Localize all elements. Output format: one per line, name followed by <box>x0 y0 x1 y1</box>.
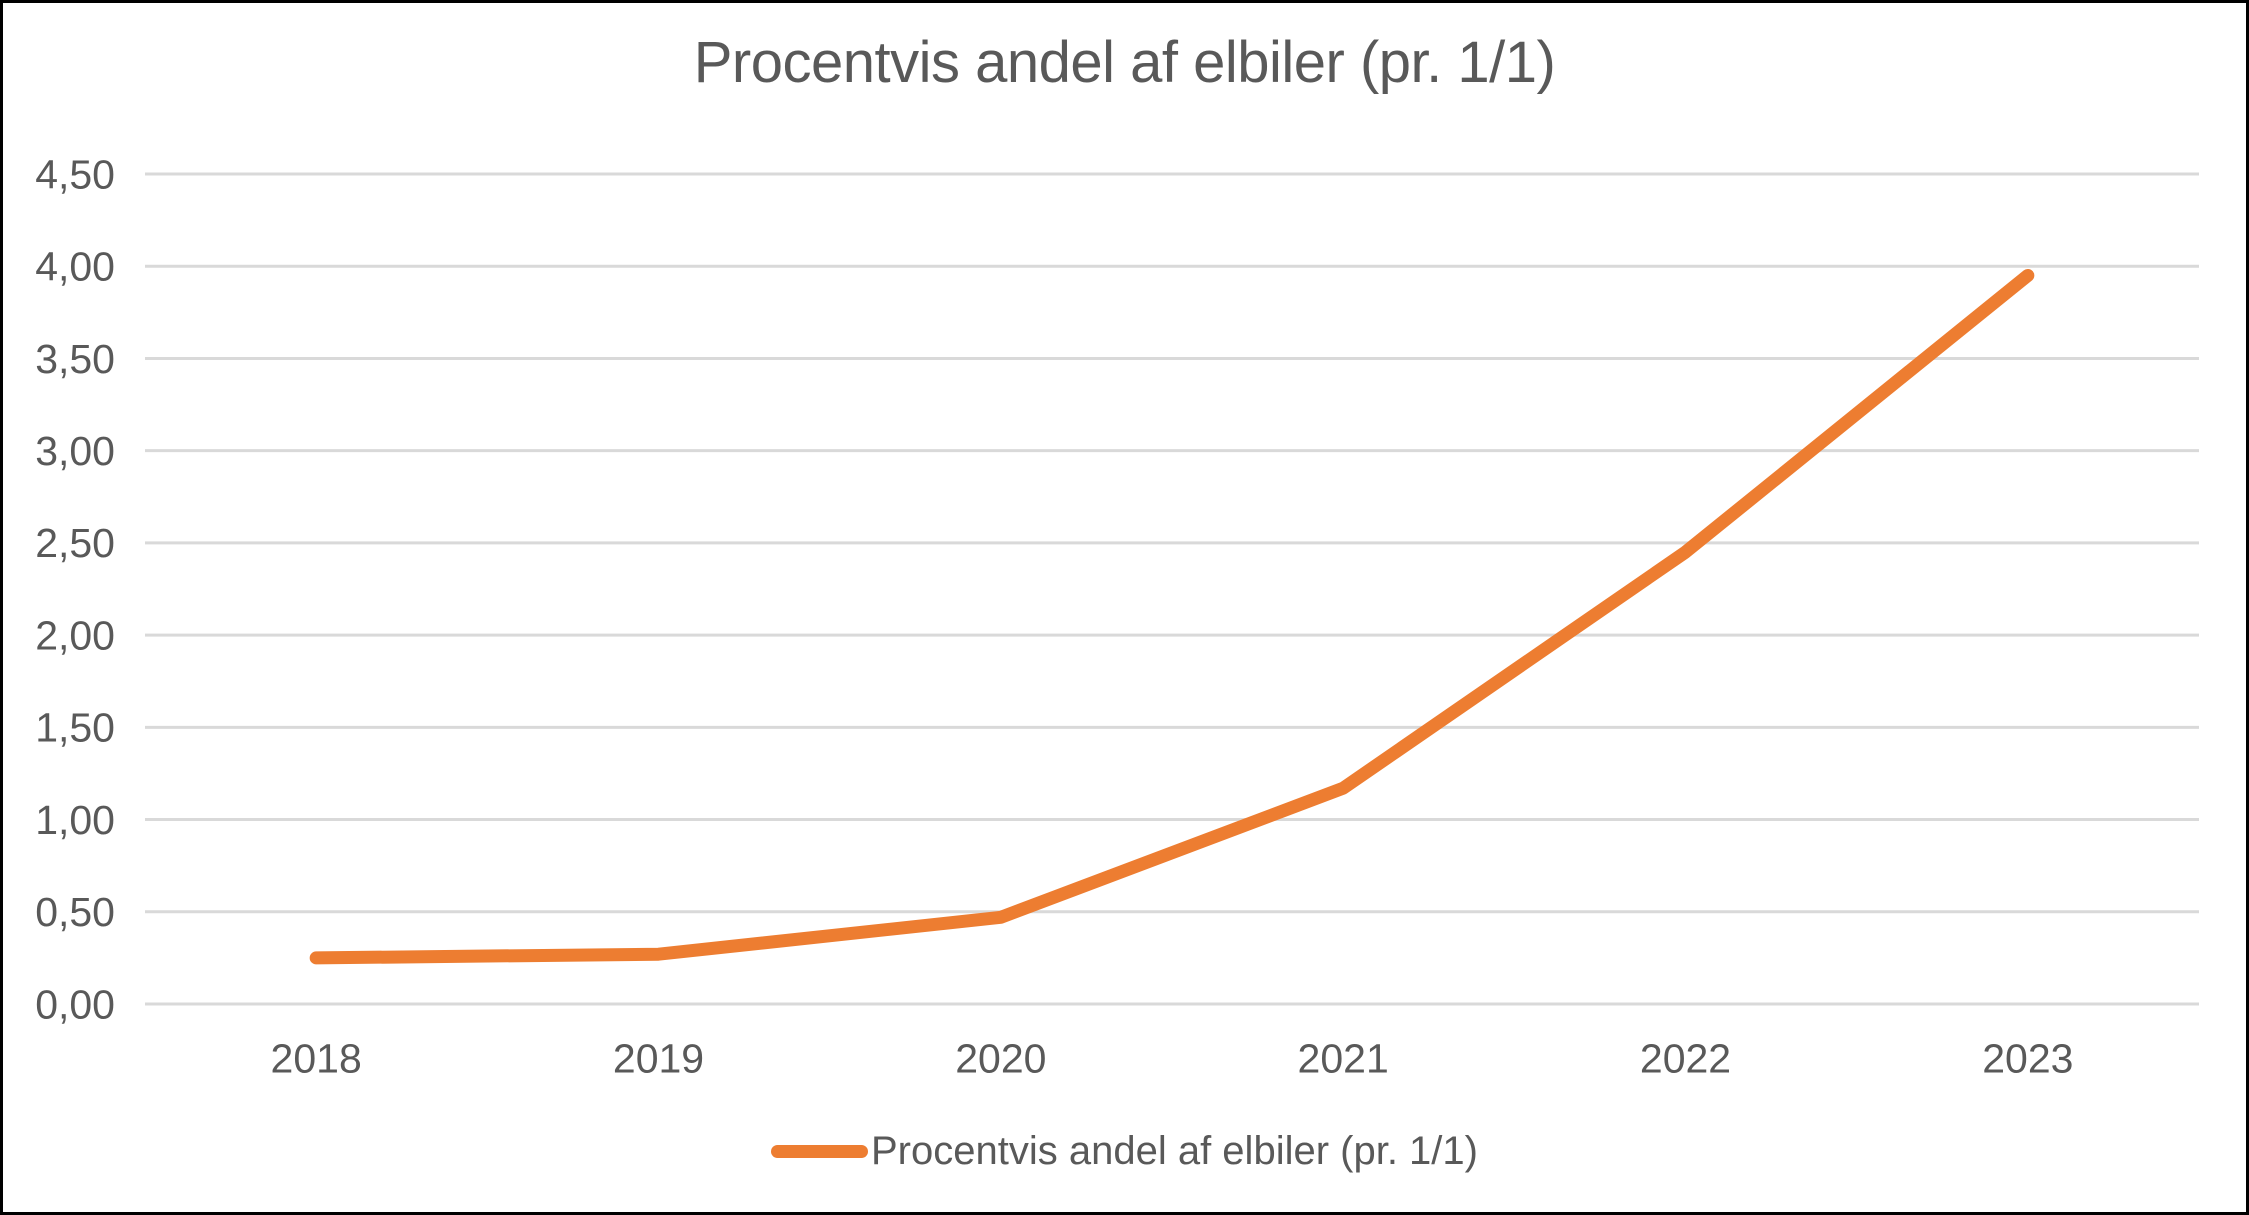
y-tick-label: 3,00 <box>35 428 115 474</box>
data-series-line <box>309 268 2035 965</box>
x-category-label: 2018 <box>271 1035 362 1081</box>
legend-line-icon <box>771 1144 868 1158</box>
x-category-label: 2023 <box>1982 1035 2073 1081</box>
chart-title: Procentvis andel af elbiler (pr. 1/1) <box>693 30 1556 95</box>
x-category-label: 2020 <box>955 1035 1046 1081</box>
y-tick-label: 0,50 <box>35 889 115 935</box>
y-tick-label: 4,00 <box>35 244 115 290</box>
y-tick-label: 2,00 <box>35 612 115 658</box>
plot-area: 0,00 0,50 1,00 1,50 2,00 2,50 3,00 3,50 4,00 4,50… <box>35 151 2199 1081</box>
y-tick-label: 4,50 <box>35 151 115 197</box>
x-category-label: 2022 <box>1640 1035 1731 1081</box>
y-tick-label: 3,50 <box>35 336 115 382</box>
y-tick-label: 2,50 <box>35 520 115 566</box>
y-tick-label: 1,50 <box>35 705 115 751</box>
y-tick-label: 0,00 <box>35 981 115 1027</box>
x-category-label: 2019 <box>613 1035 704 1081</box>
legend: Procentvis andel af elbiler (pr. 1/1) <box>3 1125 2246 1177</box>
y-tick-label: 1,00 <box>35 797 115 843</box>
legend-label: Procentvis andel af elbiler (pr. 1/1) <box>871 1128 1478 1173</box>
x-category-label: 2021 <box>1298 1035 1389 1081</box>
